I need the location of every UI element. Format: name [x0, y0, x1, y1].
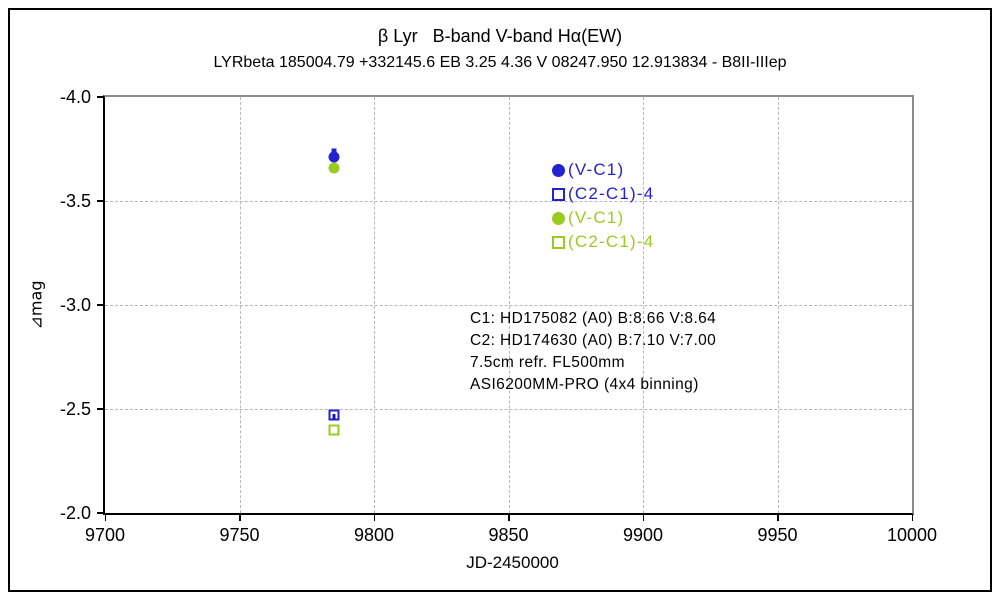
- y-tick-label: -3.0: [59, 295, 91, 315]
- open-square-icon: [552, 187, 565, 201]
- data-point-filled-circle-0: [328, 151, 340, 163]
- filled-circle-icon: [552, 163, 565, 177]
- plot-area: [105, 97, 912, 513]
- annotation-line-1: C1: HD175082 (A0) B:8.66 V:8.64: [470, 310, 717, 327]
- annotation-line-2: C2: HD174630 (A0) B:7.10 V:7.00: [470, 332, 717, 349]
- extra-data-mark: [331, 148, 337, 154]
- y-axis-tick: [97, 96, 103, 98]
- y-tick-label: -2.5: [59, 399, 91, 419]
- x-tick-label: 9950: [757, 525, 798, 545]
- x-axis-tick: [104, 515, 106, 521]
- gridline-x-9750: [239, 97, 241, 513]
- legend-item-3: (C2-C1)-4: [552, 230, 654, 254]
- legend-item-label: (C2-C1)-4: [568, 232, 655, 251]
- gridline-x-9850: [508, 97, 510, 513]
- data-point-open-square-3: [328, 424, 340, 436]
- chart-subtitle: LYRbeta 185004.79 +332145.6 EB 3.25 4.36…: [213, 54, 787, 71]
- legend-item-0: (V-C1): [552, 158, 654, 182]
- y-axis-tick: [97, 200, 103, 202]
- filled-circle-icon: [552, 211, 565, 225]
- x-tick-label: 9850: [488, 525, 529, 545]
- open-square-icon: [552, 235, 565, 249]
- legend: (V-C1) (C2-C1)-4 (V-C1) (C2-C1)-4: [552, 158, 654, 254]
- x-tick-label: 9700: [84, 525, 126, 545]
- annotation-block: C1: HD175082 (A0) B:8.66 V:8.64 C2: HD174…: [470, 308, 716, 396]
- y-axis-title: ⊿mag: [26, 280, 46, 330]
- annotation-line-4: ASI6200MM-PRO (4x4 binning): [470, 376, 699, 393]
- x-axis-tick: [642, 515, 644, 521]
- legend-item-label: (V-C1): [568, 160, 625, 179]
- x-tick-label: 9900: [622, 525, 664, 545]
- gridline-x-9900: [643, 97, 644, 513]
- y-axis-tick: [97, 408, 103, 410]
- x-tick-label: 9750: [219, 525, 260, 545]
- legend-item-1: (C2-C1)-4: [552, 182, 654, 206]
- x-tick-label: 9800: [353, 525, 395, 545]
- x-axis-tick: [777, 515, 779, 521]
- x-axis-title: JD-2450000: [466, 553, 559, 572]
- chart-title: β Lyr B-band V-band Hα(EW): [377, 26, 623, 46]
- x-axis-tick: [911, 515, 913, 521]
- data-point-filled-circle-2: [328, 162, 340, 174]
- legend-item-2: (V-C1): [552, 206, 654, 230]
- x-tick-label: 10000: [886, 525, 938, 545]
- x-axis-tick: [508, 515, 510, 521]
- gridline-x-9800: [374, 97, 375, 513]
- outer-border: [8, 8, 992, 592]
- x-axis-tick: [239, 515, 241, 521]
- legend-item-label: (V-C1): [568, 208, 625, 227]
- y-tick-label: -3.5: [59, 191, 91, 211]
- y-axis-tick: [97, 512, 103, 514]
- gridline-x-9950: [777, 97, 779, 513]
- extra-data-mark: [332, 414, 336, 421]
- annotation-line-3: 7.5cm refr. FL500mm: [470, 354, 625, 371]
- y-tick-label: -2.0: [59, 503, 91, 523]
- x-axis-tick: [373, 515, 375, 521]
- legend-item-label: (C2-C1)-4: [568, 184, 655, 203]
- plot-frame: [103, 95, 914, 515]
- y-axis-tick: [97, 304, 103, 306]
- y-tick-label: -4.0: [59, 87, 91, 107]
